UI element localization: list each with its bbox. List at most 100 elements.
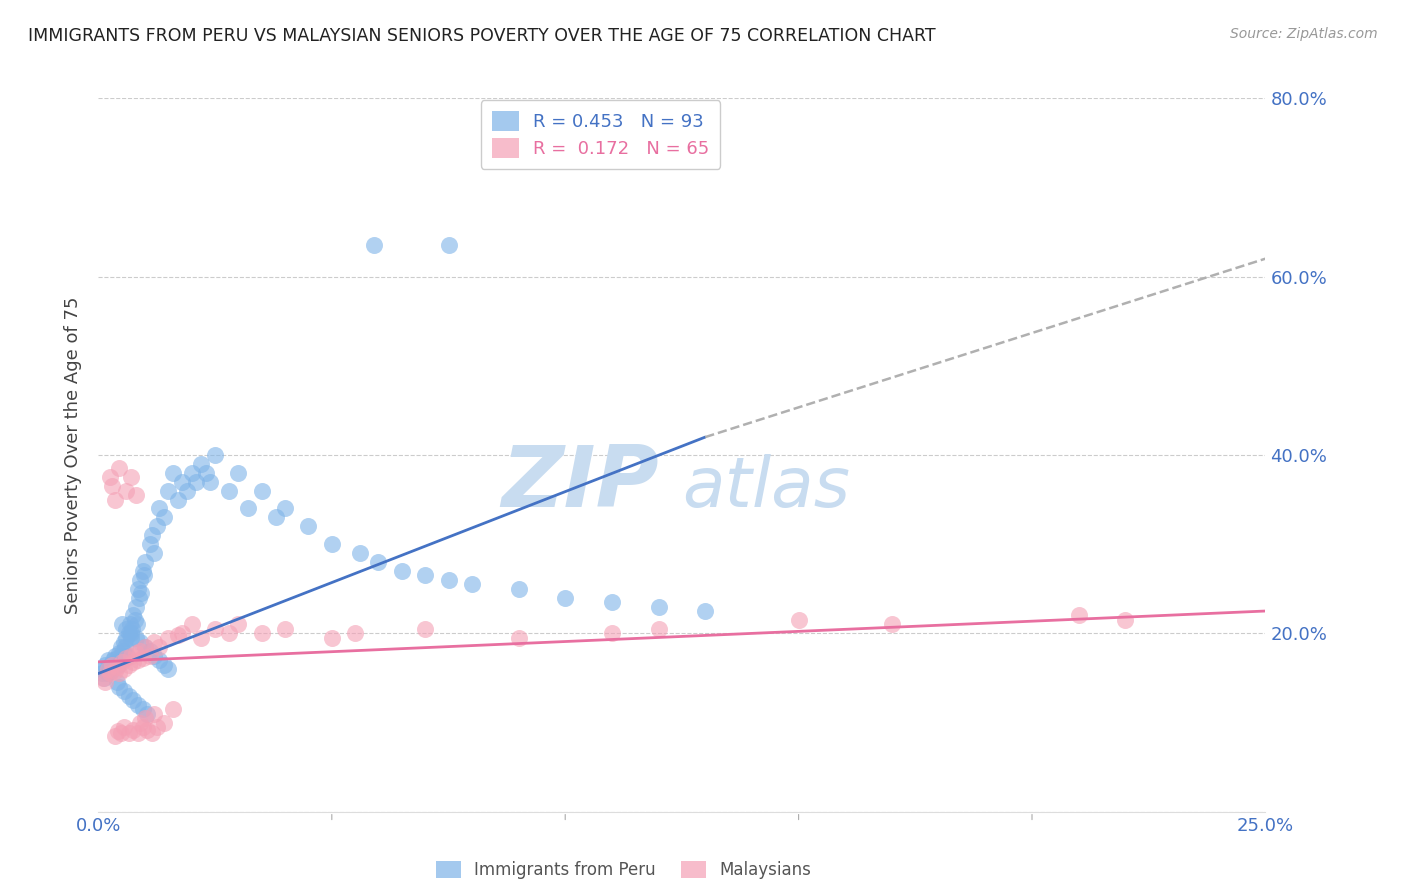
Point xyxy=(98,666,121,681)
Point xyxy=(148,653,170,667)
Point xyxy=(125,617,148,632)
Point xyxy=(274,501,297,516)
Point xyxy=(125,599,148,614)
Point xyxy=(787,613,810,627)
Point xyxy=(108,666,131,681)
Point xyxy=(413,622,436,636)
Point xyxy=(105,651,128,665)
Point xyxy=(96,666,118,681)
Point xyxy=(132,702,155,716)
Point xyxy=(166,492,188,507)
Point xyxy=(122,608,145,623)
Point xyxy=(118,726,141,740)
Point xyxy=(97,653,120,667)
Point xyxy=(190,457,212,471)
Point xyxy=(104,648,127,663)
Point xyxy=(321,631,343,645)
Point xyxy=(104,729,127,743)
Point xyxy=(120,631,142,645)
Point xyxy=(128,591,150,605)
Point xyxy=(180,466,202,480)
Point xyxy=(139,644,162,658)
Point xyxy=(132,564,155,578)
Point xyxy=(118,689,141,703)
Point xyxy=(1114,613,1136,627)
Point xyxy=(98,657,121,672)
Point xyxy=(129,573,152,587)
Point xyxy=(695,604,717,618)
Point xyxy=(111,648,134,663)
Point xyxy=(250,626,273,640)
Point xyxy=(104,492,127,507)
Point xyxy=(141,726,163,740)
Point xyxy=(236,501,259,516)
Point xyxy=(437,573,460,587)
Point xyxy=(112,720,135,734)
Point xyxy=(391,564,413,578)
Point xyxy=(127,726,149,740)
Point xyxy=(122,723,145,737)
Point xyxy=(880,617,903,632)
Point xyxy=(297,519,319,533)
Point xyxy=(127,582,149,596)
Point xyxy=(94,657,117,672)
Point xyxy=(101,660,124,674)
Point xyxy=(264,510,287,524)
Point xyxy=(139,537,162,551)
Point xyxy=(136,706,159,721)
Text: ZIP: ZIP xyxy=(501,442,658,525)
Point xyxy=(91,662,114,676)
Point xyxy=(134,711,156,725)
Point xyxy=(115,631,138,645)
Point xyxy=(120,470,142,484)
Point xyxy=(508,631,530,645)
Point xyxy=(204,448,226,462)
Point xyxy=(125,488,148,502)
Point xyxy=(157,631,180,645)
Point xyxy=(162,466,184,480)
Point xyxy=(125,646,148,660)
Point xyxy=(101,479,124,493)
Point xyxy=(413,568,436,582)
Point xyxy=(143,546,166,560)
Point xyxy=(186,475,208,489)
Point xyxy=(111,655,134,669)
Point xyxy=(108,461,131,475)
Point xyxy=(148,640,170,654)
Point xyxy=(132,651,155,665)
Point xyxy=(152,715,174,730)
Point xyxy=(97,662,120,676)
Point xyxy=(131,586,153,600)
Point xyxy=(176,483,198,498)
Point xyxy=(554,591,576,605)
Point xyxy=(120,617,142,632)
Point xyxy=(228,617,250,632)
Point xyxy=(157,483,180,498)
Point xyxy=(228,466,250,480)
Point xyxy=(647,622,669,636)
Point xyxy=(110,640,132,654)
Point xyxy=(200,475,222,489)
Point xyxy=(148,501,170,516)
Point xyxy=(91,666,114,681)
Point xyxy=(125,631,148,645)
Point xyxy=(152,657,174,672)
Point xyxy=(166,628,188,642)
Point xyxy=(204,622,226,636)
Point xyxy=(108,646,131,660)
Point xyxy=(108,680,131,694)
Point xyxy=(274,622,297,636)
Point xyxy=(146,519,169,533)
Point xyxy=(115,622,138,636)
Point xyxy=(129,715,152,730)
Point xyxy=(127,698,149,712)
Point xyxy=(143,648,166,663)
Point xyxy=(172,626,194,640)
Point xyxy=(152,510,174,524)
Point xyxy=(157,662,180,676)
Point xyxy=(143,635,166,649)
Point xyxy=(107,724,129,739)
Point xyxy=(93,671,115,685)
Point xyxy=(190,631,212,645)
Point xyxy=(103,653,125,667)
